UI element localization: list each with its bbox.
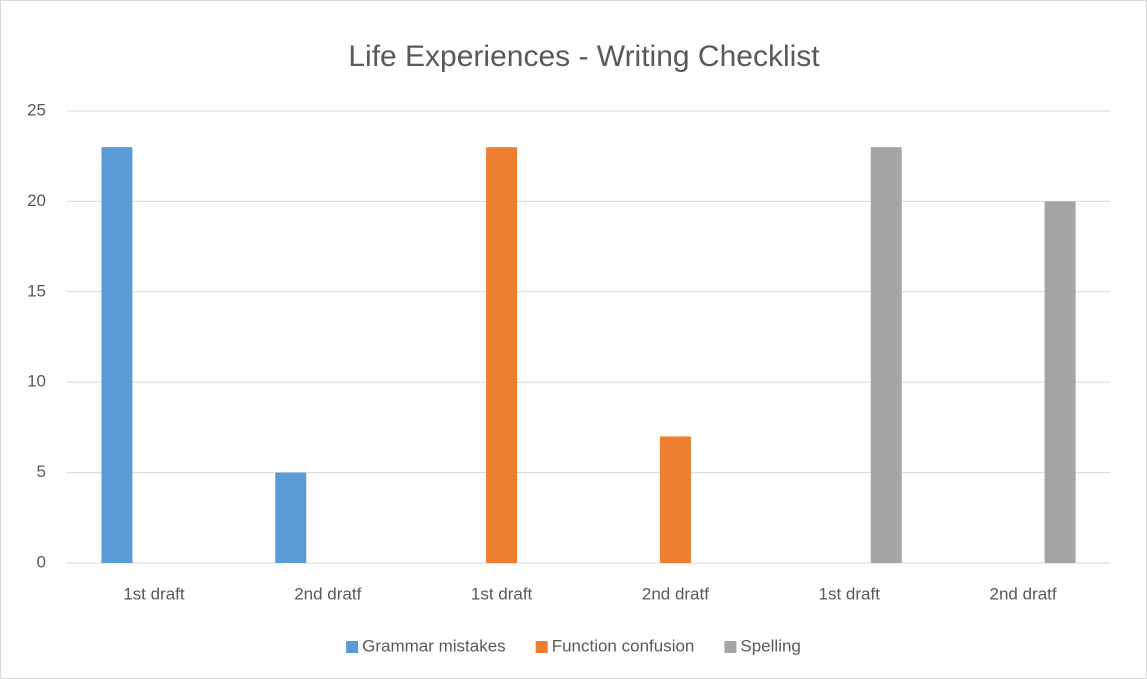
y-tick-label: 15 (27, 281, 46, 300)
legend-swatch (346, 641, 359, 653)
bar (486, 147, 518, 563)
legend-label: Function confusion (552, 636, 695, 655)
y-tick-label: 10 (27, 372, 46, 391)
chart-title: Life Experiences - Writing Checklist (348, 40, 820, 73)
legend-swatch (724, 641, 737, 653)
x-tick-label: 2nd dratf (642, 584, 709, 603)
bar (101, 147, 133, 563)
x-tick-label: 1st draft (123, 584, 185, 603)
bar (1044, 201, 1076, 563)
bar (275, 472, 307, 563)
legend-swatch (535, 641, 548, 653)
y-tick-label: 0 (37, 552, 46, 571)
x-tick-label: 2nd dratf (990, 584, 1057, 603)
y-tick-label: 5 (37, 462, 46, 481)
x-tick-label: 1st draft (471, 584, 533, 603)
bar (659, 436, 691, 563)
y-tick-label: 25 (27, 100, 46, 119)
legend-label: Grammar mistakes (362, 636, 506, 655)
legend-label: Spelling (740, 636, 801, 655)
bar (870, 147, 902, 563)
x-tick-label: 2nd dratf (294, 584, 361, 603)
x-tick-label: 1st draft (819, 584, 881, 603)
y-tick-label: 20 (27, 191, 46, 210)
